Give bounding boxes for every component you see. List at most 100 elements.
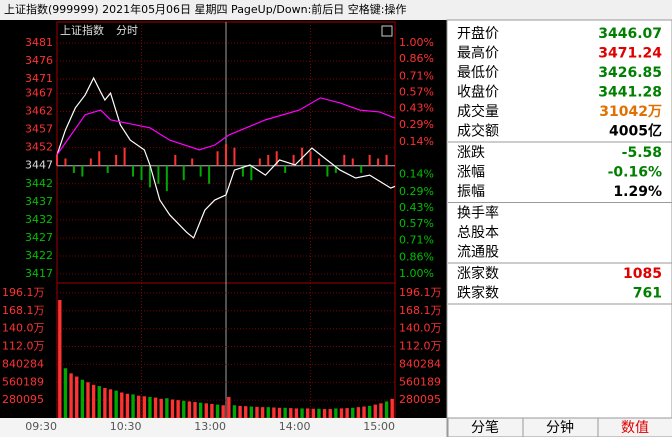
x-tick-label: 13:00 — [194, 420, 226, 433]
volume-bar — [148, 396, 152, 418]
icon[interactable] — [381, 25, 393, 37]
volume-bar — [277, 407, 282, 418]
volume-tick-label-right: 140.0万 — [399, 322, 442, 335]
info-label: 涨跌 — [457, 145, 485, 161]
info-label: 振幅 — [457, 184, 485, 200]
volume-bar — [75, 376, 79, 418]
strength-bar — [132, 165, 135, 177]
info-value: -0.16% — [608, 165, 662, 181]
volume-bar — [210, 403, 214, 418]
volume-bar — [238, 405, 242, 418]
volume-bar — [165, 398, 169, 418]
y-tick-label: 3481 — [25, 36, 53, 49]
y2-tick-label: 0.57% — [399, 217, 434, 230]
strength-bar — [72, 165, 75, 173]
info-label: 最低价 — [457, 65, 499, 81]
volume-bar — [193, 402, 197, 418]
info-value: -5.58 — [622, 145, 662, 161]
strength-bar — [56, 154, 58, 166]
volume-bar — [390, 398, 394, 418]
strength-bar — [148, 165, 151, 188]
volume-bar — [255, 406, 259, 418]
x-tick-label: 15:00 — [363, 420, 395, 433]
volume-tick-label: 140.0万 — [2, 322, 45, 335]
volume-bar — [63, 368, 68, 418]
info-value: 1.29% — [613, 184, 662, 200]
x-tick-label: 10:30 — [110, 420, 142, 433]
y2-tick-label: 1.00% — [399, 36, 434, 49]
strength-bar — [98, 151, 101, 166]
volume-bar — [108, 389, 113, 418]
y-tick-label: 3467 — [25, 87, 53, 100]
volume-tick-label-right: 280095 — [399, 393, 441, 406]
volume-bar — [328, 409, 332, 418]
y2-tick-label: 0.14% — [399, 135, 434, 148]
volume-bar — [249, 406, 254, 418]
tab-label: 分钟 — [546, 419, 574, 436]
volume-bar — [142, 396, 147, 418]
volume-bar — [103, 388, 107, 418]
info-value: 3426.85 — [598, 65, 662, 81]
volume-bar — [367, 405, 372, 418]
volume-tick-label: 560189 — [2, 375, 44, 388]
volume-tick-label: 112.0万 — [2, 340, 45, 353]
volume-bar — [153, 397, 158, 418]
volume-bar — [182, 400, 186, 418]
info-label: 换手率 — [457, 205, 499, 222]
strength-bar — [208, 165, 211, 184]
y2-tick-label: 0.86% — [399, 52, 434, 65]
volume-bar — [136, 395, 141, 418]
strength-bar — [368, 154, 371, 166]
chart-bg — [0, 20, 447, 418]
strength-bar — [64, 158, 67, 166]
volume-bar — [384, 401, 389, 418]
tab[interactable] — [597, 417, 672, 437]
y2-tick-label: 0.14% — [399, 168, 434, 181]
y-tick-label: 3457 — [25, 123, 53, 136]
volume-bar — [159, 398, 163, 418]
volume-bar — [300, 408, 304, 418]
strength-bar — [385, 154, 388, 166]
volume-bar — [120, 392, 124, 418]
info-panel — [446, 19, 672, 437]
title-text: 上证指数(999999) 2021年05月06日 星期四 PageUp/Down… — [4, 2, 407, 16]
strength-bar — [191, 158, 194, 166]
info-group: 开盘价 3446.07 最高价 3471.24 最低价 3426.85 收盘价 3441.28… — [447, 25, 672, 437]
y2-tick-label: 0.71% — [399, 233, 434, 246]
strength-bar — [174, 154, 177, 166]
strength-bar — [292, 154, 295, 166]
strength-bar — [258, 158, 261, 166]
strength-bar — [182, 165, 185, 181]
strength-bar — [275, 151, 278, 166]
y2-tick-label: 0.86% — [399, 251, 434, 264]
y2-tick-label: 0.29% — [399, 118, 434, 131]
strength-bar — [81, 165, 84, 177]
x-tick-label: 14:00 — [279, 420, 311, 433]
volume-bar — [294, 408, 299, 418]
chart-subtitle: 分时 — [116, 24, 138, 37]
info-label: 跌家数 — [457, 285, 499, 302]
x-tick-label: 09:30 — [25, 420, 57, 433]
info-value: 3446.07 — [598, 26, 662, 42]
volume-bar — [373, 404, 377, 418]
info-value: 4005亿 — [609, 123, 662, 140]
y2-tick-label: 1.00% — [399, 267, 434, 280]
volume-bar — [356, 407, 361, 418]
strength-bar — [216, 151, 219, 166]
strength-bar — [233, 147, 236, 166]
y-tick-label: 3432 — [25, 213, 53, 226]
volume-bar — [317, 408, 321, 418]
y-tick-label: 3452 — [25, 141, 53, 154]
strength-bar — [241, 165, 244, 177]
y-tick-label: 3422 — [25, 249, 53, 262]
volume-bar — [266, 407, 270, 418]
volume-bar — [221, 405, 225, 418]
y2-tick-label: 0.71% — [399, 69, 434, 82]
volume-bar — [125, 393, 130, 418]
info-label: 流通股 — [457, 245, 499, 261]
volume-tick-label: 840284 — [2, 357, 44, 370]
volume-bar — [289, 408, 293, 418]
price-line — [56, 76, 396, 239]
volume-bar — [86, 382, 90, 418]
volume-bar — [379, 403, 383, 418]
